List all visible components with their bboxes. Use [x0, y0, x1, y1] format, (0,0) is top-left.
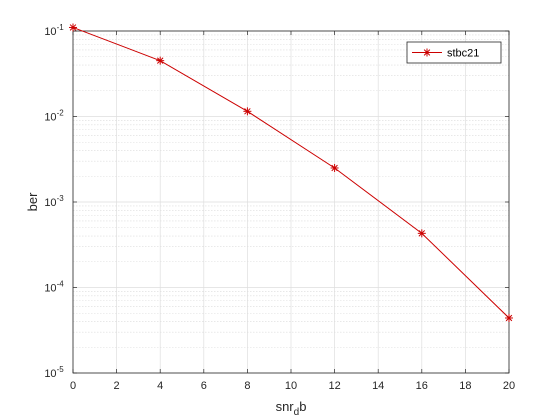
y-tick-label: 10-3 — [44, 194, 64, 209]
x-axis-ticks: 0 2 4 6 8 10 12 14 16 18 20 — [70, 31, 515, 392]
data-point — [505, 313, 513, 322]
x-tick-label: 18 — [459, 380, 471, 392]
legend-marker-asterisk — [423, 48, 431, 57]
x-axis-label: snrdb — [276, 399, 307, 418]
legend-box — [406, 41, 502, 64]
x-tick-label: 2 — [114, 380, 120, 392]
x-tick-label: 4 — [157, 380, 163, 392]
y-axis-label: ber — [25, 192, 40, 211]
data-point — [156, 56, 165, 65]
legend: stbc21 — [406, 41, 502, 64]
x-tick-label: 20 — [503, 380, 515, 392]
legend-entry-stbc21: stbc21 — [447, 48, 479, 60]
x-tick-label: 6 — [201, 380, 207, 392]
series-line-stbc21 — [72, 26, 510, 319]
x-axis-label-subscript: d — [294, 407, 300, 418]
x-tick-label: 12 — [328, 380, 340, 392]
x-axis-label-tail: b — [299, 399, 306, 414]
data-point — [417, 229, 426, 238]
data-point — [69, 23, 77, 32]
y-tick-label: 10-5 — [44, 365, 64, 380]
x-tick-label: 8 — [244, 380, 250, 392]
data-point — [243, 107, 252, 116]
x-tick-label: 16 — [416, 380, 428, 392]
x-tick-label: 14 — [372, 380, 384, 392]
legend-marker — [423, 48, 431, 57]
y-tick-label: 10-2 — [44, 109, 64, 124]
y-tick-label: 10-4 — [44, 280, 64, 295]
x-tick-label: 0 — [70, 380, 76, 392]
plot-frame — [72, 30, 510, 374]
y-tick-label: 10-1 — [44, 23, 64, 38]
x-axis-label-main: snr — [276, 399, 295, 414]
x-tick-label: 10 — [285, 380, 297, 392]
data-point — [330, 163, 339, 172]
series-layer — [69, 23, 513, 322]
